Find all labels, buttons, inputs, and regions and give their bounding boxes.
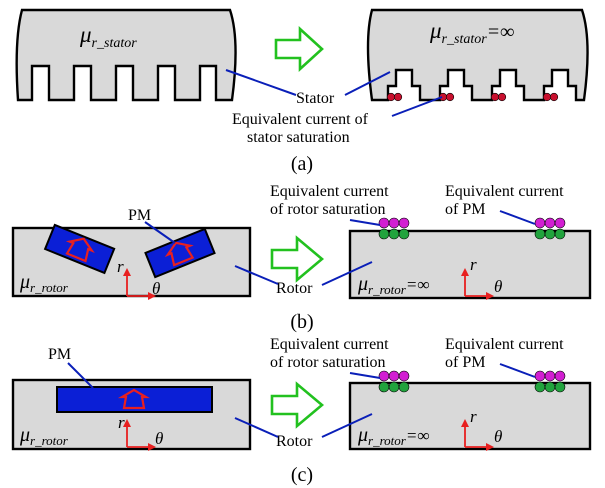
axes-c [123,419,156,451]
stator-saturation-currents [386,92,559,102]
eq-pm-line2-b: of PM [445,201,485,218]
leader-stator-saturation [391,96,443,117]
leader-rotor-sat-b [349,219,381,226]
leader-rotor-left-c [234,417,279,438]
caption-c: (c) [291,464,313,486]
eq-rotor-line1-c: Equivalent current [270,336,389,353]
eq-stator-line1: Equivalent current of [232,111,369,128]
leader-pm-c [67,362,94,389]
rotor-label-b: Rotor [276,280,313,297]
stator-label: Stator [296,90,335,107]
axis-theta-b: θ [152,279,160,298]
leader-rotor-right-c [321,413,373,438]
rotor-label-c: Rotor [276,433,313,450]
leader-pm-b [144,221,176,244]
mu-rotor-left-c: μr_rotor [19,424,69,448]
transform-arrow-c [270,381,325,429]
eq-rotor-line1-b: Equivalent current [270,183,389,200]
rotor-right-c [348,381,592,451]
eq-rotor-line2-c: of rotor saturation [270,354,386,371]
stator-right [366,8,589,102]
axis-theta-c-right: θ [494,427,502,446]
axis-theta-b-right: θ [494,277,502,296]
transform-arrow-a [274,26,324,72]
axes-c-right [461,419,494,451]
leader-pm-current-c [499,363,536,378]
axis-theta-c: θ [155,429,163,448]
pm-left-b [43,223,116,275]
axes-b [123,268,156,300]
mu-rotor-left-b: μr_rotor [19,271,69,295]
rotor-saturation-currents-c [378,370,410,393]
pm-label-b: PM [128,207,151,224]
pm-currents-c [534,370,566,393]
caption-b: (b) [290,311,313,333]
axis-r-c: r [118,413,125,432]
stator-left [15,8,237,102]
caption-a: (a) [291,153,313,175]
leader-rotor-sat-c [349,372,381,379]
axes-b-right [461,268,494,300]
pm-currents-b [534,217,566,240]
mu-rotor-right-c: μr_rotor=∞ [357,424,429,448]
mu-stator-left: μr_stator [79,22,137,51]
leader-stator-left [225,69,297,96]
mu-stator-right: μr_stator=∞ [429,18,514,47]
axis-r-b: r [117,257,124,276]
panel-a: μr_stator μr_stator=∞ Stator Equivalent … [15,8,589,175]
eq-rotor-line2-b: of rotor saturation [270,201,386,218]
panel-c: PM μr_rotor r θ μr_rotor=∞ r θ E [11,336,592,486]
leader-pm-current-b [499,210,536,225]
leader-rotor-left-b [234,265,279,285]
panel-b: PM μr_rotor r θ μr_rotor=∞ r θ [11,183,592,333]
pm-label-c: PM [48,346,71,363]
leader-rotor-right-b [321,261,373,286]
pm-right-b [144,227,216,279]
eq-pm-line2-c: of PM [445,354,485,371]
rotor-saturation-currents-b [378,217,410,240]
mu-rotor-right-b: μr_rotor=∞ [357,273,429,297]
axis-r-b-right: r [470,255,477,274]
eq-pm-line1-c: Equivalent current [445,336,564,353]
eq-stator-line2: stator saturation [247,129,350,146]
leader-stator-right [344,71,391,96]
transform-arrow-b [270,235,325,283]
eq-pm-line1-b: Equivalent current [445,183,564,200]
rotor-right-b [348,229,592,300]
pm-c [56,386,213,413]
axis-r-c-right: r [470,407,477,426]
